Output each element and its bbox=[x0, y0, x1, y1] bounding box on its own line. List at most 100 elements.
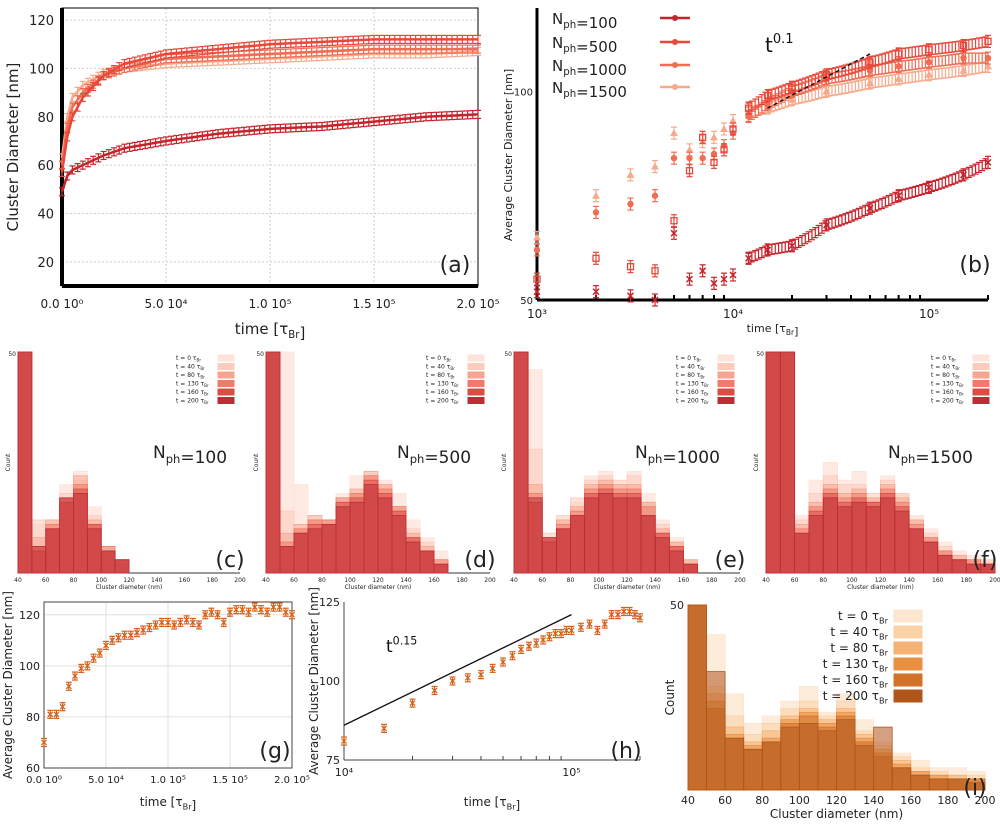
hist-bar bbox=[808, 515, 824, 574]
annotation: Nph=1500 bbox=[888, 443, 973, 468]
y-axis-label: Count bbox=[501, 453, 508, 471]
legend-label: t = 0 τBr bbox=[931, 355, 956, 363]
hist-bar bbox=[937, 554, 953, 574]
x-tick-label: 1.5 10⁵ bbox=[353, 297, 396, 311]
data-point bbox=[577, 624, 584, 631]
hist-bar bbox=[86, 528, 102, 574]
legend-swatch bbox=[467, 388, 485, 396]
x-tick-label: 140 bbox=[650, 577, 662, 584]
hist-bar bbox=[321, 523, 337, 574]
series-line-n500 bbox=[60, 38, 478, 173]
legend-label: t = 130 τBr bbox=[426, 381, 459, 389]
hist-bar bbox=[683, 563, 699, 574]
legend-label: t = 200 τBr bbox=[176, 398, 209, 406]
marker-triangle bbox=[669, 129, 678, 137]
legend-label: t = 40 τBr bbox=[176, 364, 205, 372]
x-tick-label: 180 bbox=[706, 577, 718, 584]
data-point bbox=[431, 687, 438, 694]
x-tick-label: 140 bbox=[903, 577, 915, 584]
hist-bar bbox=[880, 497, 896, 574]
hist-bar bbox=[854, 745, 875, 791]
legend-label: t = 80 τBr bbox=[426, 372, 455, 380]
hist-bar bbox=[377, 497, 393, 574]
data-point bbox=[90, 655, 97, 662]
legend-swatch bbox=[893, 641, 923, 655]
hist-bar bbox=[894, 510, 910, 574]
legend-label: Nph=500 bbox=[552, 34, 617, 56]
panel-label-h: (h) bbox=[610, 739, 641, 764]
legend-label: t = 200 τBr bbox=[823, 689, 889, 705]
hist-bar bbox=[612, 497, 628, 574]
x-axis-label: Cluster diameter (nm) bbox=[345, 584, 412, 591]
data-point bbox=[220, 619, 227, 626]
data-point bbox=[251, 604, 258, 611]
data-point bbox=[84, 662, 91, 669]
x-tick-label: 140 bbox=[863, 794, 884, 807]
x-axis-label: time [τBr] bbox=[140, 795, 196, 812]
hist-bar bbox=[584, 497, 600, 574]
marker-square bbox=[959, 41, 968, 50]
data-point bbox=[533, 640, 540, 647]
hist-bar bbox=[527, 497, 543, 574]
data-point bbox=[614, 611, 621, 618]
marker-triangle bbox=[865, 79, 874, 87]
hist-bar bbox=[724, 737, 745, 791]
x-tick-label: 0.0 10⁰ bbox=[26, 775, 62, 786]
marker-triangle bbox=[685, 145, 694, 153]
hist-bar bbox=[836, 719, 856, 791]
data-point bbox=[270, 604, 277, 611]
legend-label: t = 160 τBr bbox=[176, 389, 209, 397]
hist-bar bbox=[706, 671, 726, 791]
panel-i: 40 60 80 100 120 140 160 180 200 50 Cluster diamet… bbox=[663, 599, 996, 821]
legend-label: t = 40 τBr bbox=[830, 625, 888, 641]
data-point bbox=[239, 606, 246, 613]
data-point bbox=[78, 665, 85, 672]
y-tick-label: 125 bbox=[319, 596, 340, 609]
x-tick-label: 120 bbox=[123, 577, 135, 584]
y-axis-label: Count bbox=[5, 453, 12, 471]
marker-x bbox=[651, 296, 659, 304]
data-point bbox=[341, 738, 347, 744]
hist-bar bbox=[513, 351, 529, 574]
x-axis-label: time [τBr] bbox=[747, 322, 799, 338]
x-tick-label: 40 bbox=[510, 577, 518, 584]
data-point bbox=[608, 611, 615, 618]
x-tick-label: 200 bbox=[234, 577, 246, 584]
x-tick-label: 60 bbox=[718, 794, 732, 807]
y-axis-label: Average Cluster Diameter [nm] bbox=[1, 591, 15, 779]
hist-bar bbox=[59, 497, 74, 574]
data-point bbox=[214, 611, 221, 618]
y-tick-label: 100 bbox=[319, 675, 340, 688]
x-tick-label: 60 bbox=[290, 577, 298, 584]
hist-bar bbox=[307, 528, 323, 574]
legend-swatch bbox=[717, 371, 735, 379]
fit-label: t0.15 bbox=[386, 634, 417, 657]
legend-swatch bbox=[467, 380, 485, 387]
y-tick-label: 75 bbox=[326, 754, 340, 767]
legend-swatch bbox=[217, 380, 235, 387]
data-point bbox=[41, 739, 47, 746]
y-tick-label: 80 bbox=[26, 711, 40, 724]
legend-swatch bbox=[893, 657, 923, 671]
marker-square bbox=[592, 254, 600, 262]
hist-bar bbox=[335, 506, 351, 574]
legend-swatch bbox=[893, 625, 923, 639]
data-point bbox=[546, 633, 553, 640]
marker-circle bbox=[533, 246, 541, 254]
x-tick-label: 40 bbox=[14, 577, 22, 584]
x-tick-label: 5.0 10⁴ bbox=[145, 297, 188, 311]
hist-bar bbox=[640, 515, 656, 574]
hist-bar bbox=[966, 782, 986, 791]
data-point bbox=[165, 619, 171, 626]
y-tick-label: 100 bbox=[19, 660, 40, 673]
hist-bar bbox=[349, 501, 365, 574]
marker-square bbox=[720, 146, 728, 154]
legend-swatch bbox=[972, 371, 990, 379]
x-tick-label: 180 bbox=[456, 577, 468, 584]
legend-swatch bbox=[467, 363, 485, 370]
y-tick-label: 40 bbox=[37, 207, 54, 222]
x-tick-label: 120 bbox=[826, 794, 847, 807]
hist-bar bbox=[668, 550, 684, 574]
marker-triangle bbox=[651, 162, 660, 170]
hist-bar bbox=[419, 550, 435, 574]
